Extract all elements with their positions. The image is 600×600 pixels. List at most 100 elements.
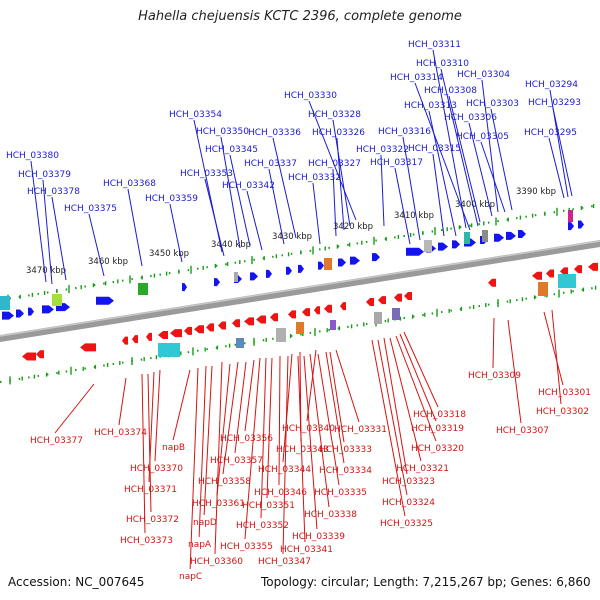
reverse-gene-label: HCH_03377: [30, 436, 83, 446]
reverse-leader-line: [118, 377, 127, 426]
reverse-gene: [218, 321, 226, 330]
forward-leader-line: [428, 110, 457, 237]
reverse-leader-line: [543, 311, 564, 386]
scale-label-3400: 3400 kbp: [455, 200, 495, 210]
reverse-gene: [366, 298, 374, 307]
reverse-gene-label: HCH_03358: [198, 477, 251, 487]
reverse-gene-label: HCH_03355: [220, 542, 273, 552]
forward-leader-line: [272, 137, 297, 239]
reverse-leader-line: [403, 331, 439, 408]
forward-gene: [452, 240, 460, 249]
forward-gene: [42, 305, 54, 314]
scale-labels: 3470 kbp 3460 kbp 3450 kbp 3440 kbp 3430…: [26, 187, 556, 276]
reverse-gene: [232, 319, 240, 328]
feature-block: [236, 338, 244, 348]
forward-gene-label: HCH_03379: [18, 170, 71, 180]
forward-gene-label: HCH_03336: [248, 128, 301, 138]
reverse-leader-line: [303, 355, 318, 530]
reverse-gene-label: HCH_03373: [120, 536, 173, 546]
forward-gene: [350, 256, 360, 265]
feature-block: [0, 296, 10, 310]
forward-leader-line: [169, 203, 183, 263]
forward-leader-line: [204, 178, 225, 257]
reverse-leader-line: [399, 333, 437, 422]
scale-label-3440: 3440 kbp: [211, 240, 251, 250]
reverse-gene-label: HCH_03361: [192, 499, 245, 509]
forward-leader-line: [268, 168, 285, 245]
forward-gene-label: HCH_03313: [404, 101, 457, 111]
reverse-gene-label: HCH_03301: [538, 388, 591, 398]
reverse-leader-line: [222, 361, 239, 475]
forward-leader-line: [480, 141, 506, 213]
forward-gene-label: HCH_03354: [169, 110, 222, 120]
forward-gene-label: HCH_03330: [284, 91, 337, 101]
reverse-leader-line: [147, 373, 152, 513]
forward-leader-line: [308, 100, 357, 221]
feature-block: [392, 308, 400, 320]
reverse-leader-line: [234, 361, 247, 454]
forward-gene-label: HCH_03353: [180, 169, 233, 179]
feature-block: [276, 328, 286, 342]
forward-leader-line: [30, 160, 47, 283]
reverse-leader-line: [141, 373, 146, 534]
reverse-gene-label: HCH_03324: [382, 498, 435, 508]
forward-leader-line: [440, 68, 479, 227]
forward-gene-label: HCH_03317: [370, 158, 423, 168]
reverse-gene-label: HCH_03346: [254, 488, 307, 498]
scale-label-3420: 3420 kbp: [333, 222, 373, 232]
reverse-gene: [314, 306, 320, 315]
reverse-leader-line: [260, 357, 267, 519]
forward-leader-line: [332, 168, 337, 237]
feature-block: [296, 322, 304, 334]
outer-scale-ticks: [7, 204, 595, 303]
reverse-gene: [302, 308, 310, 317]
forward-leader-line: [548, 137, 565, 199]
forward-leader-line: [414, 82, 471, 231]
forward-gene: [250, 272, 258, 281]
reverse-gene: [194, 325, 204, 334]
reverse-gene: [560, 267, 568, 276]
reverse-gene: [170, 329, 182, 338]
reverse-gene-label: HCH_03307: [496, 426, 549, 436]
reverse-gene-label: HCH_03370: [130, 464, 183, 474]
feature-block: [538, 282, 548, 296]
forward-gene-label: HCH_03368: [103, 179, 156, 189]
reverse-leader-line: [214, 361, 223, 555]
reverse-gene: [122, 336, 128, 345]
genome-summary: Topology: circular; Length: 7,215,267 bp…: [261, 575, 591, 589]
reverse-gene: [588, 262, 598, 271]
reverse-gene: [22, 352, 36, 361]
reverse-leader-line: [325, 351, 345, 464]
reverse-gene: [340, 302, 346, 311]
reverse-gene-label: HCH_03323: [382, 477, 435, 487]
reverse-leader-line: [189, 367, 199, 570]
reverse-gene-label: napD: [193, 518, 217, 528]
reverse-gene-labels: HCH_03309 HCH_03301 HCH_03302 HCH_03307 HCH_…: [30, 309, 591, 582]
forward-leader-line: [549, 89, 569, 198]
reverse-gene: [206, 323, 214, 332]
scale-label-3410: 3410 kbp: [394, 211, 434, 221]
forward-gene-label: HCH_03380: [6, 151, 59, 161]
reverse-leader-line: [335, 349, 360, 423]
forward-gene: [214, 278, 220, 287]
reverse-gene-label: HCH_03341: [280, 545, 333, 555]
forward-leader-line: [220, 136, 241, 249]
forward-gene-label: HCH_03293: [528, 98, 581, 108]
forward-gene: [318, 261, 324, 270]
forward-gene-label: HCH_03337: [244, 159, 297, 169]
reverse-leader-line: [297, 355, 306, 543]
forward-leader-line: [246, 190, 263, 251]
accession-text: Accession: NC_007645: [8, 575, 145, 589]
reverse-gene-label: HCH_03338: [304, 510, 357, 520]
forward-gene: [16, 309, 24, 318]
reverse-leader-line: [244, 357, 261, 540]
reverse-gene-label: HCH_03356: [220, 434, 273, 444]
forward-gene: [338, 258, 346, 267]
reverse-gene: [288, 310, 296, 319]
reverse-leader-line: [507, 319, 522, 424]
feature-block: [374, 312, 382, 324]
reverse-gene: [394, 293, 402, 302]
feature-block: [330, 320, 336, 330]
reverse-gene-label: HCH_03351: [242, 501, 295, 511]
